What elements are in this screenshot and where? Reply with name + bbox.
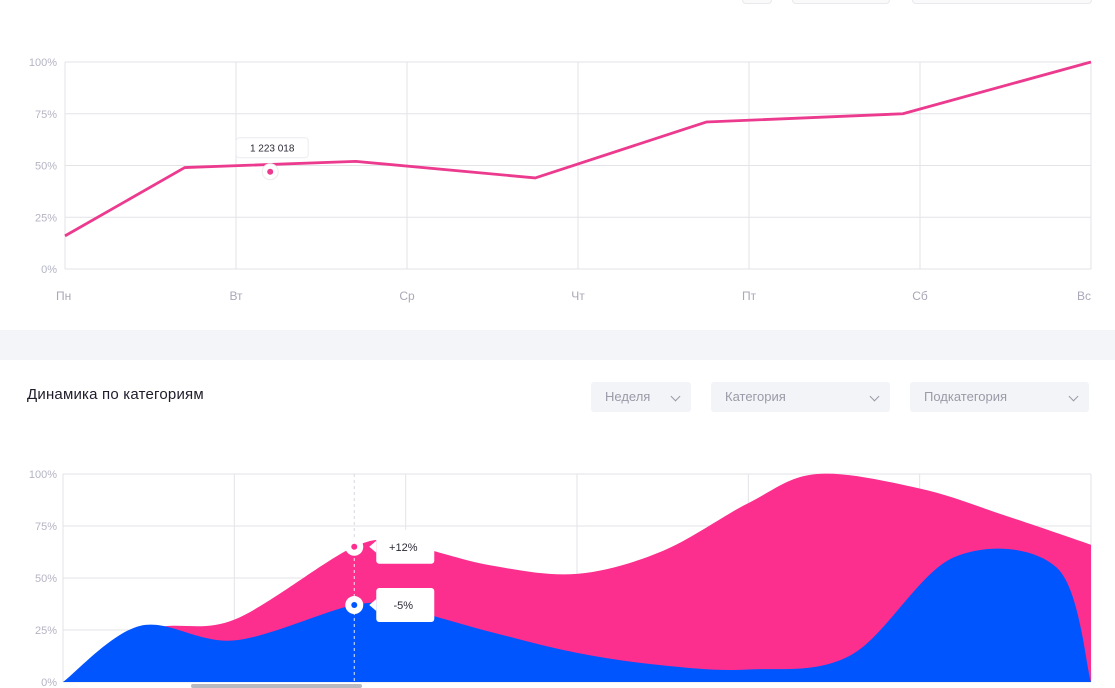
tooltip-pointer (369, 540, 377, 553)
tooltip-value: 1 223 018 (250, 144, 295, 155)
y-tick-label: 50% (35, 161, 57, 173)
tooltip-label: +12% (389, 542, 418, 554)
y-tick-label: 25% (35, 625, 57, 637)
y-tick-label: 50% (35, 573, 57, 585)
line-series (64, 60, 1092, 238)
value-tooltip: 1 223 018 (235, 137, 309, 159)
y-tick-label: 0% (41, 677, 57, 688)
data-point-dot (267, 168, 274, 175)
area-series-blue (63, 548, 1091, 682)
area-tooltip: +12% (369, 529, 435, 564)
x-tick-label: Ср (399, 289, 415, 303)
y-tick-label: 25% (35, 212, 57, 224)
x-tick-label: Пн (56, 289, 71, 303)
y-tick-label: 75% (35, 521, 57, 533)
section-separator (0, 330, 1115, 360)
x-tick-label: Чт (571, 289, 585, 303)
series-marker-dot (351, 602, 358, 609)
y-tick-label: 100% (29, 57, 57, 69)
period-dropdown-label: Неделя (605, 389, 651, 404)
tooltip-label: -5% (393, 600, 413, 612)
section-title: Динамика по категориям (27, 386, 204, 403)
y-tick-label: 0% (41, 264, 57, 276)
subcategory-dropdown-label: Подкатегория (924, 389, 1008, 404)
subcategory-dropdown[interactable]: Подкатегория (910, 382, 1089, 412)
tooltip-pointer (369, 599, 377, 612)
category-dropdown-label: Категория (725, 389, 786, 404)
period-dropdown[interactable]: Неделя (591, 382, 691, 412)
category-dropdown[interactable]: Категория (711, 382, 890, 412)
y-tick-label: 75% (35, 109, 57, 121)
area-chart: 0% 25% 50% 75% 100% +12% -5% (29, 469, 1092, 688)
y-tick-label: 100% (29, 469, 57, 481)
tooltip-box (376, 588, 435, 623)
area-tooltip: -5% (369, 588, 435, 623)
line-chart-card: 0% 25% 50% 75% 100% Пн Вт Ср Чт Пт Сб Вс 1 223 018 (0, 0, 1115, 330)
tooltip-box (376, 529, 435, 564)
line-chart: 0% 25% 50% 75% 100% Пн Вт Ср Чт Пт Сб Вс 1 223 018 (29, 57, 1092, 303)
horizontal-scrollbar[interactable] (191, 684, 362, 688)
x-tick-label: Сб (912, 289, 928, 303)
x-tick-label: Пт (742, 289, 757, 303)
x-tick-label: Вт (229, 289, 243, 303)
x-tick-label: Вс (1077, 289, 1091, 303)
series-marker-dot (351, 543, 358, 550)
tooltip-box (235, 137, 309, 159)
